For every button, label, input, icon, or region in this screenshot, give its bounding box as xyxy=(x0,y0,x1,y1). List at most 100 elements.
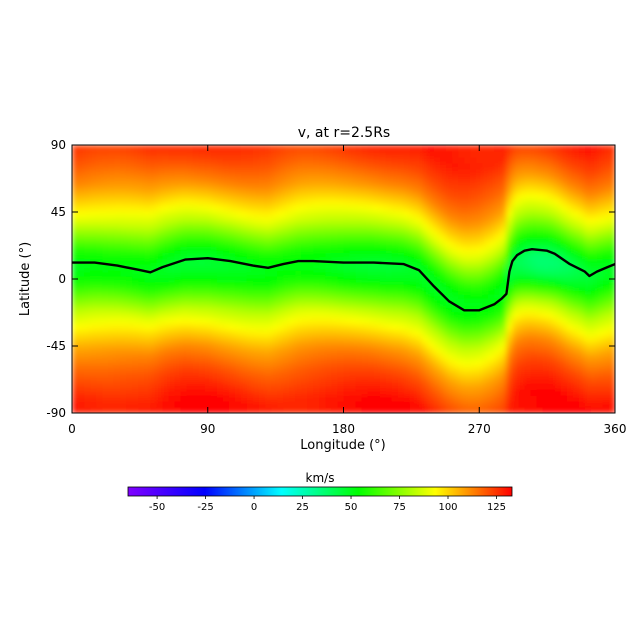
heatmap-cell xyxy=(385,311,393,319)
heatmap-cell xyxy=(174,359,182,366)
heatmap-cell xyxy=(482,341,489,349)
heatmap-cell xyxy=(174,389,182,396)
heatmap-cell xyxy=(584,287,592,295)
heatmap-cell xyxy=(162,281,170,289)
heatmap-cell xyxy=(482,198,489,206)
heatmap-cell xyxy=(90,264,97,271)
heatmap-cell xyxy=(132,174,139,182)
heatmap-cell xyxy=(90,377,97,384)
heatmap-cell xyxy=(500,347,507,355)
heatmap-cell xyxy=(343,365,351,372)
heatmap-cell xyxy=(246,299,254,307)
heatmap-cell xyxy=(584,317,592,325)
heatmap-cell xyxy=(536,401,544,408)
heatmap-cell xyxy=(289,323,296,331)
heatmap-cell xyxy=(470,252,477,259)
heatmap-cell xyxy=(500,145,507,152)
heatmap-cell xyxy=(325,264,333,271)
heatmap-cell xyxy=(361,234,369,241)
heatmap-cell xyxy=(584,329,592,337)
heatmap-cell xyxy=(572,270,580,277)
heatmap-cell xyxy=(452,222,459,229)
heatmap-cell xyxy=(246,186,254,194)
heatmap-cell xyxy=(283,210,290,218)
heatmap-cell xyxy=(343,305,351,313)
heatmap-cell xyxy=(156,186,164,194)
heatmap-cell xyxy=(114,341,121,349)
heatmap-cell xyxy=(542,240,550,247)
heatmap-cell xyxy=(246,234,254,241)
heatmap-cell xyxy=(572,389,580,396)
heatmap-cell xyxy=(440,347,447,355)
heatmap-cell xyxy=(391,192,399,200)
heatmap-cell xyxy=(536,210,544,218)
heatmap-cell xyxy=(222,204,230,212)
heatmap-cell xyxy=(421,204,429,212)
heatmap-cell xyxy=(222,299,230,307)
heatmap-cell xyxy=(367,156,375,164)
heatmap-cell xyxy=(150,192,158,200)
heatmap-cell xyxy=(84,150,91,158)
heatmap-cell xyxy=(126,204,133,212)
heatmap-cell xyxy=(403,234,411,241)
heatmap-cell xyxy=(415,180,423,188)
heatmap-cell xyxy=(198,234,206,241)
heatmap-cell xyxy=(506,365,514,372)
heatmap-cell xyxy=(596,401,604,408)
heatmap-cell xyxy=(228,311,236,319)
heatmap-cell xyxy=(572,377,580,384)
heatmap-cell xyxy=(560,311,568,319)
heatmap-cell xyxy=(464,234,471,241)
heatmap-cell xyxy=(452,335,459,343)
heatmap-cell xyxy=(283,359,290,366)
heatmap-cell xyxy=(421,383,429,390)
heatmap-cell xyxy=(180,258,188,265)
heatmap-cell xyxy=(307,353,314,360)
heatmap-cell xyxy=(554,240,562,247)
heatmap-cell xyxy=(578,287,586,295)
heatmap-cell xyxy=(566,389,574,396)
heatmap-cell xyxy=(548,252,556,259)
heatmap-cell xyxy=(415,317,423,325)
heatmap-cell xyxy=(434,204,441,212)
heatmap-cell xyxy=(295,401,302,408)
heatmap-cell xyxy=(186,204,194,212)
heatmap-cell xyxy=(548,401,556,408)
heatmap-cell xyxy=(216,228,224,235)
heatmap-cell xyxy=(78,234,85,241)
heatmap-cell xyxy=(295,198,302,206)
heatmap-cell xyxy=(120,186,127,194)
heatmap-cell xyxy=(108,258,115,265)
heatmap-cell xyxy=(246,377,254,384)
heatmap-cell xyxy=(186,293,194,301)
heatmap-cell xyxy=(319,204,326,212)
heatmap-cell xyxy=(120,222,127,229)
heatmap-cell xyxy=(259,347,266,355)
heatmap-cell xyxy=(325,156,333,164)
heatmap-cell xyxy=(482,168,489,176)
heatmap-cell xyxy=(150,174,158,182)
heatmap-cell xyxy=(554,222,562,229)
heatmap-cell xyxy=(240,317,248,325)
heatmap-cell xyxy=(524,347,532,355)
heatmap-cell xyxy=(602,162,610,170)
heatmap-cell xyxy=(144,287,152,295)
heatmap-cell xyxy=(355,377,363,384)
heatmap-cell xyxy=(488,371,495,378)
heatmap-cell xyxy=(566,305,574,313)
heatmap-cell xyxy=(434,347,441,355)
heatmap-cell xyxy=(96,156,103,164)
heatmap-cell xyxy=(301,216,308,224)
heatmap-cell xyxy=(373,180,381,188)
heatmap-cell xyxy=(458,210,465,218)
heatmap-cell xyxy=(313,276,320,283)
heatmap-cell xyxy=(271,192,278,200)
heatmap-cell xyxy=(114,156,121,164)
heatmap-cell xyxy=(114,323,121,331)
heatmap-cell xyxy=(216,341,224,349)
heatmap-cell xyxy=(186,317,194,325)
heatmap-cell xyxy=(307,270,314,277)
heatmap-cell xyxy=(548,204,556,212)
heatmap-cell xyxy=(590,210,598,218)
heatmap-cell xyxy=(349,228,357,235)
